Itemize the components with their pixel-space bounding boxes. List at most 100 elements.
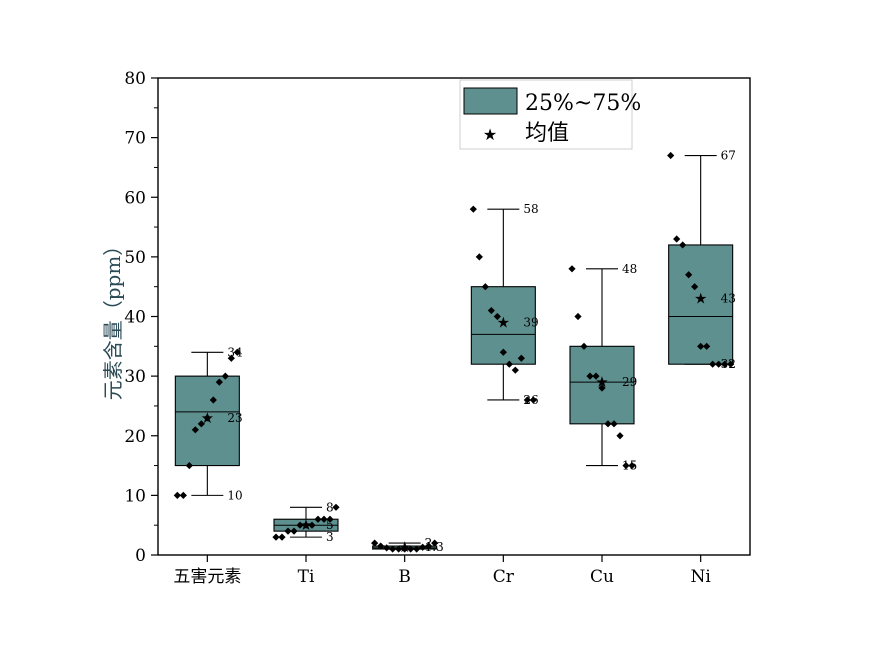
data-point [493,312,501,321]
data-point [580,342,588,350]
data-point [389,545,397,553]
x-tick-label: B [398,567,411,587]
y-axis-label: 元素含量（ppm） [101,236,125,401]
mean-star-icon: ★ [595,373,608,391]
data-point [203,414,211,422]
data-point [284,527,292,535]
data-point [517,354,525,362]
y-tick-label-30: 30 [124,367,146,387]
value-label: 43 [721,292,736,306]
mean-star-icon: ★ [398,538,411,556]
mean-star-icon: ★ [694,290,707,308]
mean-star-icon: ★ [299,516,312,534]
data-point [679,241,687,249]
y-tick-label-80: 80 [124,69,146,89]
data-point [703,342,711,350]
data-point [709,360,717,368]
legend-label-mean: 均值 [525,121,569,146]
data-point [592,372,600,380]
value-label: 34 [227,345,243,359]
data-point [314,515,322,523]
value-label: 29 [622,375,637,389]
data-point [377,542,385,550]
data-point [529,396,537,404]
y-tick-label-60: 60 [124,188,146,208]
x-tick-label: Cr [493,567,515,587]
data-point [568,265,576,273]
y-tick-label-10: 10 [124,486,146,506]
data-point [604,420,612,428]
data-point [616,432,624,440]
data-point [721,360,729,368]
data-point [302,521,310,529]
value-label: 8 [326,500,334,514]
data-point [431,539,439,547]
x-tick-label: Cu [590,567,614,587]
data-point [697,342,705,350]
data-point [622,461,630,470]
value-label: 23 [227,411,242,425]
y-tick-label-50: 50 [124,248,146,268]
data-point [425,542,433,550]
data-point [395,545,403,553]
box-group-1: Ti ★ 8 53 [272,500,340,587]
mean-star-icon: ★ [201,409,214,427]
data-point [215,378,223,386]
value-label: 15 [622,459,637,473]
data-point [469,205,477,213]
box-group-0: 五害元素 ★ 34 23 10 [173,345,243,587]
data-point [727,360,735,368]
data-point [371,539,379,547]
data-point [419,543,427,551]
data-point [227,354,235,362]
data-point [185,461,193,470]
data-point [383,544,391,552]
value-label: 58 [523,202,538,216]
data-point [610,420,618,428]
mean-star-icon: ★ [497,313,510,331]
data-point [511,366,519,374]
data-point [173,491,181,499]
x-tick-label: 五害元素 [173,567,241,587]
value-label: 48 [622,262,637,276]
data-point [326,515,334,523]
value-label: 5 [326,518,334,532]
data-point [673,235,681,243]
data-point [191,426,199,434]
data-point [715,360,723,368]
data-point [221,372,229,380]
box-group-2: B ★ 21.3 [371,536,444,587]
y-tick-label-20: 20 [124,427,146,447]
value-label: 32 [721,357,736,371]
value-label: 26 [523,393,538,407]
data-point [481,283,489,291]
value-label: 39 [523,315,538,329]
box-group-5: Ni ★ 67 43 32 [667,149,736,587]
y-tick-label-70: 70 [124,129,146,149]
data-point [308,521,316,529]
value-label: 67 [721,149,736,163]
data-point [598,384,606,392]
data-point [505,360,513,368]
legend-label-iqr: 25%~75% [525,91,641,116]
legend: 25%~75% ★ 均值 [459,79,641,150]
data-point [197,420,205,428]
legend-swatch-iqr [463,87,518,115]
y-tick-label-0: 0 [135,546,146,566]
data-point [667,151,675,160]
value-label: 1.3 [425,540,444,554]
data-point [179,491,187,499]
data-point [407,545,415,553]
data-point [685,271,693,279]
data-point [290,527,298,535]
data-point [691,283,699,291]
legend-star-icon: ★ [483,125,497,144]
data-point [320,515,328,523]
data-point [628,461,636,470]
data-point [499,348,507,356]
box-group-3: Cr ★ 58 39 26 [469,202,539,587]
data-point [209,396,217,404]
data-point [574,312,582,321]
data-point [296,521,304,529]
data-point [233,348,241,356]
